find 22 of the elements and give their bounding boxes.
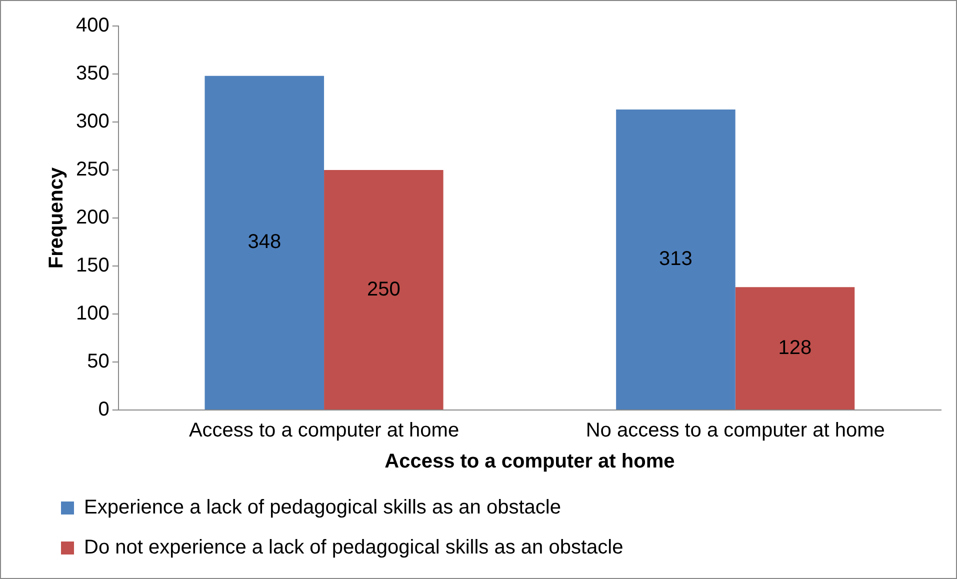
legend-label: Do not experience a lack of pedagogical skills as an obstacle [84, 536, 624, 559]
data-label: 348 [248, 231, 282, 254]
y-axis-title: Frequency [46, 166, 68, 269]
data-label: 250 [366, 278, 400, 300]
bar [616, 110, 736, 410]
bar [735, 287, 855, 410]
y-tick-label: 150 [76, 254, 110, 277]
x-axis-title: Access to a computer at home [384, 450, 675, 473]
bar [204, 76, 324, 410]
y-tick-label: 100 [76, 302, 110, 325]
legend-label: Experience a lack of pedagogical skills as an obstacle [84, 496, 561, 519]
y-tick-label: 50 [87, 350, 110, 373]
bar [324, 170, 444, 410]
data-label: 313 [659, 248, 692, 270]
y-tick-label: 200 [76, 206, 110, 229]
y-tick-label: 250 [76, 158, 110, 181]
y-tick-label: 0 [98, 398, 110, 421]
data-label: 128 [778, 336, 812, 359]
y-tick-label: 300 [76, 110, 110, 133]
y-tick-label: 400 [76, 14, 110, 37]
y-tick-label: 350 [76, 62, 110, 85]
x-tick-label: No access to a computer at home [586, 420, 885, 442]
